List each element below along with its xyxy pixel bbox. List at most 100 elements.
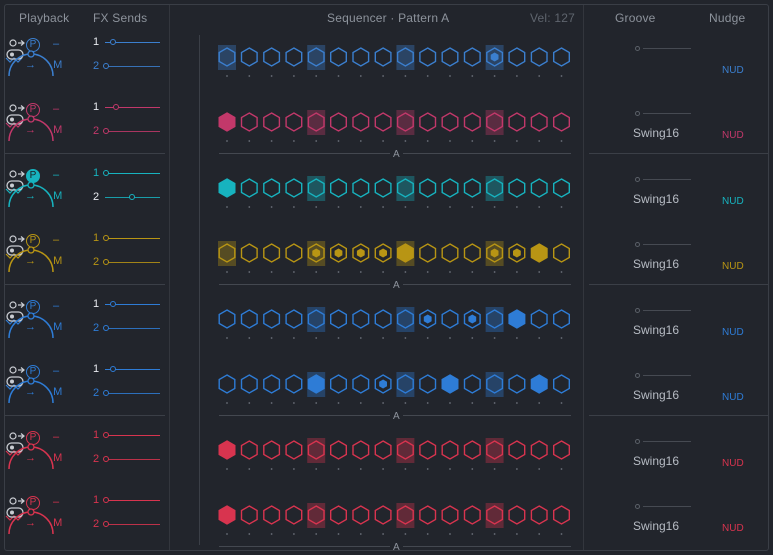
step-pad[interactable] — [263, 309, 281, 339]
step-pad[interactable] — [508, 112, 526, 142]
step-pad[interactable] — [330, 47, 347, 77]
step-pad[interactable] — [285, 243, 303, 273]
step-pad[interactable] — [263, 243, 281, 273]
step-pad[interactable] — [307, 110, 326, 142]
step-pad[interactable] — [307, 176, 326, 208]
step-pad[interactable] — [463, 505, 481, 535]
step-pad[interactable] — [218, 440, 236, 470]
step-pad[interactable] — [530, 309, 548, 339]
step-pad[interactable] — [463, 440, 481, 470]
send-slider-knob[interactable] — [103, 456, 109, 462]
step-pad[interactable] — [374, 112, 392, 142]
mute-toggle[interactable]: → M — [25, 386, 65, 398]
step-pad[interactable] — [485, 503, 504, 535]
mute-toggle[interactable]: → M — [25, 452, 65, 464]
groove-slider-track[interactable] — [643, 375, 691, 376]
step-pad[interactable] — [218, 45, 236, 77]
step-pad[interactable] — [485, 45, 504, 77]
step-pad[interactable] — [508, 47, 526, 77]
send-slider-knob[interactable] — [103, 128, 109, 134]
step-pad[interactable] — [330, 112, 347, 142]
step-pad[interactable] — [419, 440, 437, 470]
mute-toggle[interactable]: → M — [25, 59, 65, 71]
groove-slider-track[interactable] — [643, 441, 691, 442]
step-pad[interactable] — [330, 505, 347, 535]
groove-toggle-icon[interactable] — [5, 103, 25, 127]
step-pad[interactable] — [463, 374, 481, 404]
groove-preset-label[interactable]: Swing16 — [633, 454, 680, 468]
send-slider-knob[interactable] — [109, 39, 116, 45]
mute-toggle[interactable]: → M — [25, 517, 65, 529]
send-slider-knob[interactable] — [103, 170, 109, 176]
groove-preset-label[interactable]: Swing16 — [633, 323, 680, 337]
step-pad[interactable] — [374, 243, 392, 273]
step-pad[interactable] — [307, 372, 326, 404]
send-slider-track[interactable] — [105, 435, 160, 436]
step-pad[interactable] — [508, 505, 526, 535]
step-pad[interactable] — [463, 47, 481, 77]
step-pad[interactable] — [218, 505, 236, 535]
groove-toggle-icon[interactable] — [5, 300, 25, 324]
groove-knob[interactable] — [635, 373, 640, 378]
send-slider-knob[interactable] — [103, 390, 109, 396]
groove-slider-track[interactable] — [643, 310, 691, 311]
send-slider-track[interactable] — [105, 66, 160, 67]
groove-slider-track[interactable] — [643, 506, 691, 507]
step-pad[interactable] — [374, 505, 392, 535]
groove-toggle-icon[interactable] — [5, 234, 25, 258]
groove-preset-label[interactable]: Swing16 — [633, 519, 680, 533]
step-pad[interactable] — [263, 505, 281, 535]
groove-slider-track[interactable] — [643, 48, 691, 49]
step-pad[interactable] — [508, 178, 526, 208]
groove-knob[interactable] — [635, 111, 640, 116]
groove-knob[interactable] — [635, 504, 640, 509]
send-slider-track[interactable] — [105, 131, 160, 132]
step-pad[interactable] — [485, 241, 504, 273]
step-pad[interactable] — [508, 243, 526, 273]
step-pad[interactable] — [396, 438, 415, 470]
step-pad[interactable] — [396, 307, 415, 339]
groove-slider-track[interactable] — [643, 179, 691, 180]
send-slider-knob[interactable] — [109, 366, 116, 372]
step-pad[interactable] — [485, 372, 504, 404]
nudge-knob[interactable] — [5, 369, 55, 405]
step-pad[interactable] — [352, 374, 370, 404]
step-pad[interactable] — [263, 374, 281, 404]
groove-toggle-icon[interactable] — [5, 496, 25, 520]
groove-preset-label[interactable]: Swing16 — [633, 192, 680, 206]
step-pad[interactable] — [553, 47, 570, 77]
send-slider-knob[interactable] — [103, 497, 109, 503]
step-pad[interactable] — [307, 45, 326, 77]
step-pad[interactable] — [263, 112, 281, 142]
step-pad[interactable] — [441, 309, 459, 339]
step-pad[interactable] — [441, 178, 459, 208]
send-slider-knob[interactable] — [112, 104, 119, 110]
step-pad[interactable] — [374, 178, 392, 208]
send-slider-track[interactable] — [105, 328, 160, 329]
step-pad[interactable] — [530, 47, 548, 77]
step-pad[interactable] — [218, 112, 236, 142]
step-pad[interactable] — [307, 307, 326, 339]
nudge-knob[interactable] — [5, 238, 55, 274]
step-pad[interactable] — [240, 309, 258, 339]
step-pad[interactable] — [419, 112, 437, 142]
nudge-knob[interactable] — [5, 42, 55, 78]
groove-knob[interactable] — [635, 177, 640, 182]
step-pad[interactable] — [530, 505, 548, 535]
nudge-knob[interactable] — [5, 500, 55, 536]
step-pad[interactable] — [330, 243, 347, 273]
step-pad[interactable] — [240, 47, 258, 77]
groove-knob[interactable] — [635, 439, 640, 444]
step-pad[interactable] — [240, 178, 258, 208]
step-pad[interactable] — [441, 47, 459, 77]
nudge-knob[interactable] — [5, 304, 55, 340]
step-pad[interactable] — [441, 243, 459, 273]
groove-knob[interactable] — [635, 242, 640, 247]
step-pad[interactable] — [419, 178, 437, 208]
send-slider-knob[interactable] — [103, 259, 109, 265]
step-pad[interactable] — [419, 309, 437, 339]
step-pad[interactable] — [441, 505, 459, 535]
step-pad[interactable] — [463, 178, 481, 208]
step-pad[interactable] — [330, 440, 347, 470]
step-pad[interactable] — [352, 112, 370, 142]
